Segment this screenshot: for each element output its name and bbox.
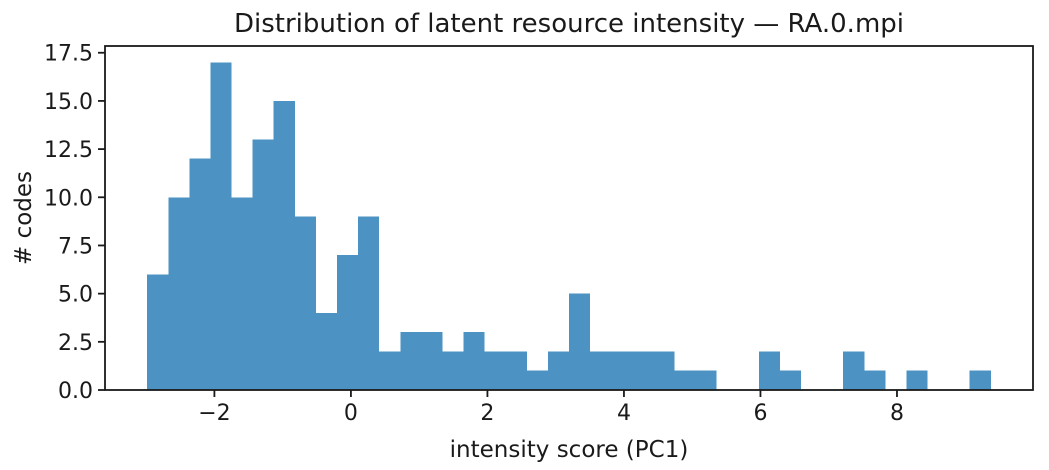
histogram-bar: [843, 351, 865, 390]
y-tick-label: 7.5: [58, 234, 93, 259]
histogram-bar: [969, 370, 991, 390]
histogram-bar: [758, 351, 780, 390]
x-axis-label: intensity score (PC1): [450, 437, 689, 463]
histogram-bar: [358, 216, 380, 390]
x-tick-label: 2: [480, 401, 494, 426]
x-tick-label: 4: [617, 401, 631, 426]
y-tick-label: 2.5: [58, 331, 93, 356]
ticks-group: −2 0 2 4 6 8 0.0 2.5 5.0 7.5 10.0 12.5 15.0 17.5: [44, 42, 904, 426]
chart-title: Distribution of latent resource intensit…: [234, 9, 904, 39]
histogram-bar: [505, 351, 527, 390]
histogram-bar: [611, 351, 633, 390]
histogram-bar: [463, 332, 485, 390]
histogram-bar: [337, 255, 359, 390]
histogram-bar: [864, 370, 886, 390]
y-axis-label: # codes: [11, 171, 37, 265]
bars-group: [147, 62, 991, 391]
y-tick-label: 15.0: [44, 90, 93, 115]
histogram-bar: [379, 351, 401, 390]
histogram-bar: [273, 100, 295, 391]
y-tick-label: 5.0: [58, 283, 93, 308]
histogram-bar: [147, 274, 169, 390]
histogram-bar: [400, 332, 422, 390]
histogram-bar: [484, 351, 506, 390]
histogram-bar: [632, 351, 654, 390]
histogram-bar: [906, 370, 928, 390]
histogram-bar: [442, 351, 464, 390]
y-tick-label: 10.0: [44, 186, 93, 211]
histogram-bar: [590, 351, 612, 390]
histogram-bar: [569, 293, 591, 390]
x-tick-label: 8: [890, 401, 904, 426]
histogram-bar: [526, 370, 548, 390]
axes-spines: [104, 45, 1034, 391]
histogram-bar: [695, 370, 717, 390]
y-tick-label: 12.5: [44, 138, 93, 163]
x-tick-label: 6: [753, 401, 767, 426]
histogram-bar: [168, 197, 190, 390]
x-tick-label: −2: [198, 401, 230, 426]
histogram-bar: [674, 370, 696, 390]
histogram-bar: [252, 139, 274, 390]
x-tick-label: 0: [344, 401, 358, 426]
histogram-bar: [421, 332, 443, 390]
histogram-bar: [779, 370, 801, 390]
histogram-bar: [231, 197, 253, 390]
histogram-bar: [210, 62, 232, 390]
histogram-bar: [294, 216, 316, 390]
histogram-bar: [653, 351, 675, 390]
y-tick-label: 17.5: [44, 42, 93, 67]
histogram-bar: [315, 312, 337, 390]
histogram-bar: [189, 158, 211, 390]
histogram-bar: [547, 351, 569, 390]
y-tick-label: 0.0: [58, 379, 93, 404]
